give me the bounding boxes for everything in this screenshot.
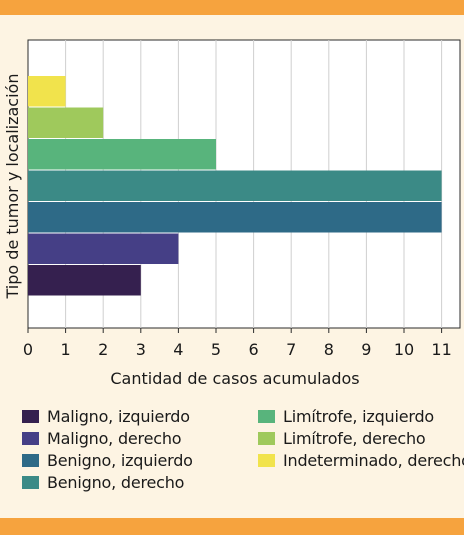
- bottom-accent-band: [0, 518, 464, 535]
- legend-swatch: [22, 431, 39, 445]
- top-accent-band: [0, 0, 464, 15]
- legend-item: Limítrofe, derecho: [258, 428, 462, 448]
- legend-swatch: [258, 409, 275, 423]
- bar: [28, 76, 66, 107]
- legend-swatch: [258, 453, 275, 467]
- x-tick-label: 4: [173, 340, 183, 359]
- y-axis-title: Tipo de tumor y localización: [3, 74, 22, 300]
- legend-label: Limítrofe, izquierdo: [283, 406, 435, 426]
- x-tick-label: 10: [394, 340, 414, 359]
- legend-label: Maligno, derecho: [47, 428, 182, 448]
- bar: [28, 170, 442, 201]
- legend-item: Maligno, derecho: [22, 428, 258, 448]
- legend-label: Benigno, izquierdo: [47, 450, 193, 470]
- x-tick-label: 5: [211, 340, 221, 359]
- legend-item: Benigno, izquierdo: [22, 450, 258, 470]
- legend-item: Indeterminado, derecho: [258, 450, 464, 470]
- legend-label: Limítrofe, derecho: [283, 428, 426, 448]
- legend-label: Benigno, derecho: [47, 472, 185, 492]
- bar: [28, 107, 104, 138]
- legend-swatch: [258, 431, 275, 445]
- x-tick-label: 3: [136, 340, 146, 359]
- legend-item: Maligno, izquierdo: [22, 406, 258, 426]
- x-tick-label: 9: [361, 340, 371, 359]
- x-axis-title: Cantidad de casos acumulados: [110, 369, 359, 388]
- bar: [28, 139, 216, 170]
- bars: [28, 76, 442, 296]
- legend-swatch: [22, 409, 39, 423]
- x-tick-label: 1: [61, 340, 71, 359]
- x-tick-label: 2: [98, 340, 108, 359]
- legend: Maligno, izquierdo Limítrofe, izquierdo Ma…: [22, 406, 464, 492]
- legend-swatch: [22, 453, 39, 467]
- x-tick-label: 11: [431, 340, 451, 359]
- legend-label: Maligno, izquierdo: [47, 406, 190, 426]
- bar: [28, 233, 179, 264]
- legend-label: Indeterminado, derecho: [283, 450, 464, 470]
- legend-item: Benigno, derecho: [22, 472, 258, 492]
- legend-item: Limítrofe, izquierdo: [258, 406, 462, 426]
- x-tick-label: 6: [249, 340, 259, 359]
- x-axis-ticks: 0 1 2 3 4 5 6 7 8 9 10 11: [23, 328, 452, 359]
- legend-swatch: [22, 475, 39, 489]
- bar: [28, 202, 442, 233]
- x-tick-label: 0: [23, 340, 33, 359]
- x-tick-label: 7: [286, 340, 296, 359]
- bar: [28, 265, 141, 296]
- x-tick-label: 8: [324, 340, 334, 359]
